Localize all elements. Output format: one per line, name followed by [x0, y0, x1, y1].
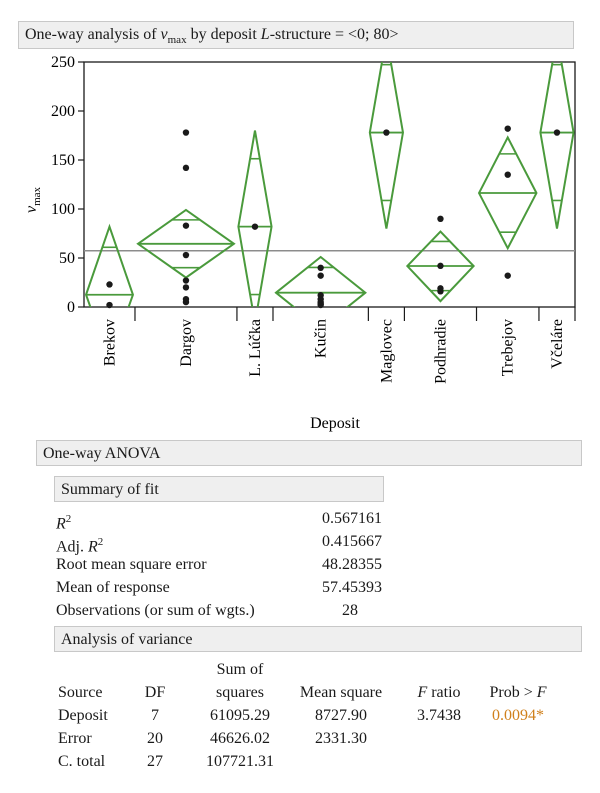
- data-point: [106, 301, 113, 309]
- x-tick-label: Podhradie: [432, 319, 449, 384]
- x-tick-label: L. Lúčka: [247, 319, 264, 377]
- summary-value: 48.28355: [322, 556, 382, 573]
- row-ms: 8727.90: [315, 707, 367, 724]
- summary-of-fit-header: Summary of fit: [54, 476, 384, 502]
- col-header-f: F ratio: [417, 684, 461, 701]
- row-df: 20: [147, 730, 163, 747]
- x-tick-label: Dargov: [178, 319, 195, 367]
- data-points: [106, 125, 561, 309]
- col-header-p: Prob > F: [489, 684, 547, 701]
- row-ms: 2331.30: [315, 730, 367, 747]
- x-tick-label: Brekov: [101, 319, 118, 366]
- x-tick-label: Kučin: [313, 319, 330, 358]
- x-axis-label: Deposit: [310, 415, 360, 432]
- summary-label: Root mean square error: [56, 556, 207, 573]
- col-header-ss: Sum of: [216, 661, 264, 678]
- data-point: [182, 284, 190, 291]
- summary-value: 0.567161: [322, 510, 382, 527]
- chart-title: One-way analysis of vmax by deposit L-st…: [18, 21, 574, 49]
- data-point: [317, 264, 324, 271]
- row-ss: 46626.02: [210, 730, 270, 747]
- data-point: [182, 277, 190, 284]
- data-point: [317, 272, 324, 279]
- data-point: [383, 129, 390, 136]
- col-header-ss: squares: [216, 684, 264, 701]
- y-tick-label: 0: [67, 299, 75, 316]
- col-header-ms: Mean square: [299, 684, 383, 701]
- summary-label: Mean of response: [56, 579, 170, 596]
- y-tick-label: 150: [51, 152, 75, 169]
- data-point: [182, 298, 190, 306]
- y-tick-label: 200: [51, 103, 75, 120]
- chart-axes: 0 50 100 150 200 250: [51, 54, 576, 321]
- data-point: [251, 223, 259, 230]
- row-ss: 61095.29: [210, 707, 270, 724]
- data-point: [182, 129, 190, 136]
- y-tick-label: 100: [51, 201, 75, 218]
- summary-label: Adj. R2: [56, 536, 104, 556]
- x-tick-label: Maglovec: [378, 319, 395, 383]
- anova-header: One-way ANOVA: [36, 440, 582, 466]
- row-df: 7: [151, 707, 159, 724]
- y-tick-label: 50: [59, 250, 75, 267]
- row-df: 27: [147, 753, 163, 770]
- x-tick-labels: Brekov Dargov L. Lúčka Kučin Maglovec Podhrad…: [101, 319, 565, 384]
- data-point: [106, 281, 113, 288]
- y-axis-label: vmax: [23, 186, 43, 213]
- summary-value: 28: [342, 602, 358, 619]
- data-point: [182, 164, 190, 172]
- data-point: [504, 125, 511, 132]
- y-tick-label: 250: [51, 54, 75, 71]
- summary-value: 57.45393: [322, 579, 382, 596]
- mean-diamond: [368, 62, 404, 229]
- row-ss: 107721.31: [206, 753, 274, 770]
- row-source: Error: [58, 730, 92, 747]
- data-point: [504, 171, 511, 178]
- mean-diamonds: [84, 62, 575, 307]
- row-source: Deposit: [58, 707, 108, 724]
- summary-label: R2: [56, 513, 72, 533]
- summary-label: Observations (or sum of wgts.): [56, 602, 255, 619]
- data-point: [437, 288, 444, 295]
- data-point: [182, 251, 190, 259]
- x-tick-label: Trebejov: [500, 319, 517, 376]
- plot-frame: [83, 61, 576, 308]
- mean-diamond: [477, 135, 538, 251]
- data-point: [182, 222, 190, 229]
- data-point: [504, 272, 511, 279]
- x-tick-label: Včeláre: [549, 319, 566, 369]
- row-source: C. total: [58, 753, 106, 770]
- data-point: [437, 215, 444, 222]
- row-p: 0.0094*: [492, 707, 544, 724]
- data-point: [553, 129, 561, 136]
- data-point: [437, 262, 444, 270]
- mean-diamond: [136, 208, 236, 279]
- summary-value: 0.415667: [322, 533, 382, 550]
- oneway-chart: 0 50 100 150 200 250 Brekov Dargov L. Lúčka Kuči…: [23, 54, 576, 432]
- row-f: 3.7438: [417, 707, 461, 724]
- analysis-of-variance-header: Analysis of variance: [54, 626, 582, 652]
- mean-diamond: [84, 223, 135, 307]
- data-point: [317, 301, 324, 309]
- col-header-df: DF: [144, 684, 166, 701]
- col-header-source: Source: [58, 684, 103, 701]
